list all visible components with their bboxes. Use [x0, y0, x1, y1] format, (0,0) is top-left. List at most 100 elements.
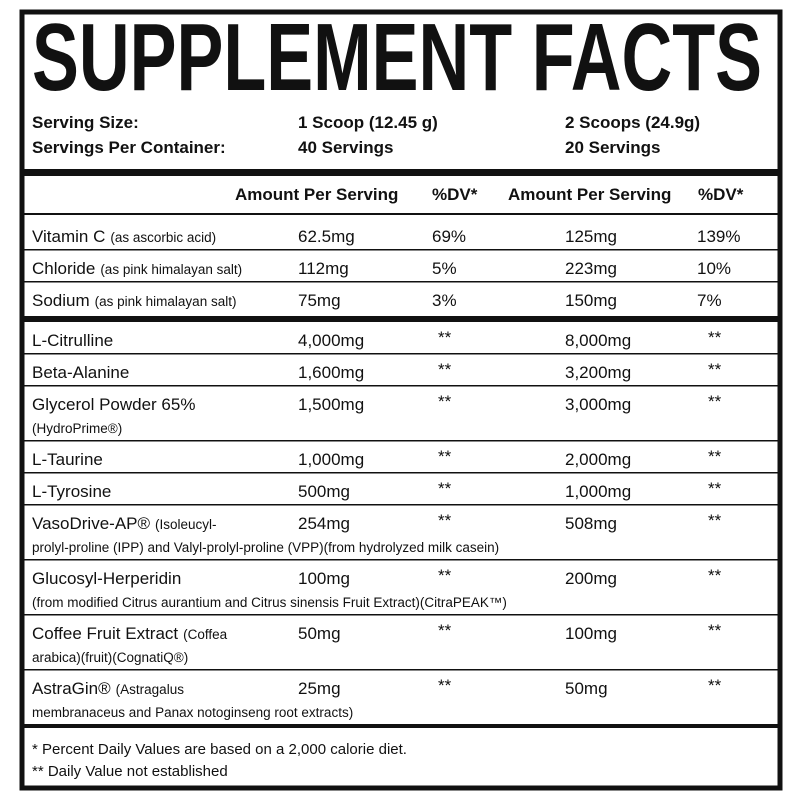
ingredient-name: Sodium — [32, 291, 90, 310]
amount: 62.5mg — [298, 227, 355, 246]
row-rule — [22, 669, 780, 671]
amount: 112mg — [298, 259, 349, 278]
ingredient-note: (Coffea — [183, 627, 228, 642]
ingredient-name: Glycerol Powder 65% — [32, 395, 195, 414]
amount: 7% — [697, 291, 722, 310]
amount: ** — [708, 360, 722, 379]
ingredient-note: (as pink himalayan salt) — [100, 262, 242, 277]
amount: 508mg — [565, 514, 617, 533]
amount: ** — [438, 511, 452, 530]
row-rule — [22, 385, 780, 387]
thick-rule — [22, 316, 780, 322]
amount: ** — [438, 566, 452, 585]
thick-rule — [22, 169, 780, 176]
amount: 100mg — [565, 624, 617, 643]
amount: 3,200mg — [565, 363, 631, 382]
amount: 25mg — [298, 679, 341, 698]
amount: ** — [438, 392, 452, 411]
amount: 200mg — [565, 569, 617, 588]
amount: ** — [708, 479, 722, 498]
serving-value: 20 Servings — [565, 138, 660, 157]
ingredient-name: AstraGin® — [32, 679, 111, 698]
amount: ** — [708, 447, 722, 466]
amount: 5% — [432, 259, 457, 278]
column-header: Amount Per Serving — [508, 185, 671, 204]
ingredient-note: (Isoleucyl- — [155, 517, 217, 532]
ingredient-name: Chloride — [32, 259, 95, 278]
column-header: %DV* — [432, 185, 478, 204]
ingredient-note: (as ascorbic acid) — [110, 230, 216, 245]
amount: 50mg — [565, 679, 608, 698]
label-border — [19, 9, 783, 791]
ingredient-note: (Astragalus — [116, 682, 185, 697]
row-rule — [22, 281, 780, 283]
amount: ** — [708, 676, 722, 695]
amount: 1,000mg — [298, 450, 364, 469]
row-rule — [22, 440, 780, 442]
footnote: * Percent Daily Values are based on a 2,… — [32, 741, 407, 758]
amount: 10% — [697, 259, 731, 278]
amount: ** — [708, 392, 722, 411]
ingredient-note: membranaceus and Panax notoginseng root … — [32, 705, 353, 720]
amount: ** — [708, 566, 722, 585]
amount: 69% — [432, 227, 466, 246]
amount: 4,000mg — [298, 331, 364, 350]
ingredient-name: L-Citrulline — [32, 331, 113, 350]
ingredient-note: (from modified Citrus aurantium and Citr… — [32, 595, 507, 610]
row-rule — [22, 614, 780, 616]
ingredient-note: (HydroPrime®) — [32, 421, 122, 436]
amount: 8,000mg — [565, 331, 631, 350]
serving-value: 2 Scoops (24.9g) — [565, 113, 700, 132]
thick-rule — [22, 724, 780, 728]
amount: 1,600mg — [298, 363, 364, 382]
amount: ** — [438, 621, 452, 640]
ingredient-name: Glucosyl-Herperidin — [32, 569, 181, 588]
row-rule — [22, 504, 780, 506]
amount: ** — [438, 447, 452, 466]
amount: 125mg — [565, 227, 617, 246]
ingredient-name: Vitamin C — [32, 227, 105, 246]
column-header: Amount Per Serving — [235, 185, 398, 204]
amount: 50mg — [298, 624, 341, 643]
column-header: %DV* — [698, 185, 744, 204]
rule — [22, 213, 780, 215]
amount: 75mg — [298, 291, 341, 310]
amount: 150mg — [565, 291, 617, 310]
amount: ** — [708, 621, 722, 640]
row-rule — [22, 249, 780, 251]
amount: ** — [708, 328, 722, 347]
amount: ** — [438, 328, 452, 347]
amount: 223mg — [565, 259, 617, 278]
ingredient-name: VasoDrive-AP® — [32, 514, 150, 533]
serving-label: Serving Size: — [32, 113, 139, 132]
ingredient-name: Coffee Fruit Extract — [32, 624, 178, 643]
ingredient-name: L-Taurine — [32, 450, 103, 469]
ingredient-note: arabica)(fruit)(CognatiQ®) — [32, 650, 188, 665]
amount: 1,500mg — [298, 395, 364, 414]
amount: 100mg — [298, 569, 350, 588]
amount: 254mg — [298, 514, 350, 533]
serving-value: 40 Servings — [298, 138, 393, 157]
ingredient-note: (as pink himalayan salt) — [95, 294, 237, 309]
label-title: SUPPLEMENT FACTS — [32, 4, 762, 111]
footnote: ** Daily Value not established — [32, 763, 228, 780]
serving-label: Servings Per Container: — [32, 138, 226, 157]
amount: 3,000mg — [565, 395, 631, 414]
amount: ** — [438, 479, 452, 498]
amount: 2,000mg — [565, 450, 631, 469]
serving-value: 1 Scoop (12.45 g) — [298, 113, 438, 132]
ingredient-name: Beta-Alanine — [32, 363, 129, 382]
row-rule — [22, 559, 780, 561]
amount: ** — [438, 676, 452, 695]
amount: ** — [708, 511, 722, 530]
amount: ** — [438, 360, 452, 379]
amount: 500mg — [298, 482, 350, 501]
ingredient-note: prolyl-proline (IPP) and Valyl-prolyl-pr… — [32, 540, 499, 555]
amount: 1,000mg — [565, 482, 631, 501]
amount: 3% — [432, 291, 457, 310]
row-rule — [22, 472, 780, 474]
amount: 139% — [697, 227, 740, 246]
ingredient-name: L-Tyrosine — [32, 482, 111, 501]
row-rule — [22, 353, 780, 355]
